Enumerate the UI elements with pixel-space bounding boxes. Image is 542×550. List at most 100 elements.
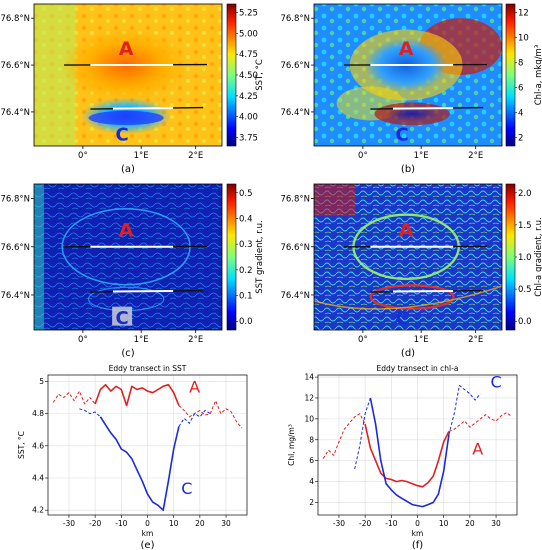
colorbar-label: Chl-a gradient, r.u. — [534, 217, 542, 296]
chl-gradient-hot-nw — [314, 184, 356, 217]
colorbar-tick-label: 0.4 — [239, 214, 253, 224]
colorbar-tick-label: 0.1 — [239, 292, 253, 302]
panel-label: (b) — [401, 164, 415, 175]
y-tick-label: 8 — [309, 435, 314, 444]
y-tick-label: 6 — [309, 456, 314, 465]
chl-gradient-ring-c — [369, 284, 455, 310]
colorbar — [505, 183, 516, 331]
colorbar-tick-label: 10 — [518, 34, 529, 44]
colorbar-tick-label: 1.0 — [518, 253, 532, 263]
colorbar — [505, 3, 516, 147]
eddy-label-c: C — [116, 124, 129, 145]
map-frame — [33, 183, 223, 331]
map-field — [34, 184, 222, 330]
colorbar-tick-label: 0.2 — [239, 266, 253, 276]
chart-title: Eddy transect in SST — [109, 364, 187, 373]
x-tick-label: -10 — [385, 519, 397, 528]
colorbar-tick-label: 12 — [518, 9, 529, 19]
series-annotation-c: C — [490, 373, 501, 392]
y-tick-label: 4 — [309, 477, 314, 486]
x-tick-label: 20 — [465, 519, 475, 528]
y-tick-label: 5 — [39, 377, 44, 386]
colorbar — [226, 183, 237, 331]
eddy-label-c: C — [396, 124, 409, 145]
map-panel-2: A C 76.8°N 76.6°N 76.4°N 0° 1°E 2°E 12 10 8 6 4 2 Chl-… — [280, 3, 542, 175]
series-line-extension-1 — [52, 390, 96, 405]
colorbar-tick-label: 0.3 — [239, 240, 253, 250]
colorbar-tick-label: 2.0 — [518, 189, 532, 199]
transect-c — [112, 290, 174, 293]
x-tick-label: 20 — [195, 519, 205, 528]
x-tick-label: -20 — [89, 519, 101, 528]
x-tick-label: 0 — [145, 519, 150, 528]
eddy-label-a: A — [119, 220, 134, 242]
panel-label: (a) — [121, 164, 135, 175]
x-tick-label: -30 — [333, 519, 345, 528]
series-annotation-a: A — [472, 439, 483, 458]
colorbar-tick-label: 4.50 — [239, 71, 258, 81]
series-annotation-a: A — [189, 378, 200, 397]
series-line-extension-1 — [322, 413, 366, 459]
colorbar-tick-label: 2 — [518, 133, 523, 143]
line-chart-2: -30 -20 -10 0 10 20 30 2 4 6 8 10 12 14 Eddy transect … — [287, 364, 518, 550]
colorbar-tick-label: 0.0 — [518, 317, 532, 327]
map-frame — [313, 3, 503, 147]
series-line-a — [94, 383, 180, 407]
sst-eddy-c-core — [88, 110, 164, 126]
colorbar-label: SST gradient, r.u. — [255, 220, 265, 293]
lon-tick-label: 1°E — [134, 335, 149, 345]
chart-title: Eddy transect in chl-a — [377, 364, 459, 373]
lat-tick-label: 76.4°N — [280, 291, 310, 301]
lon-tick-label: 2°E — [468, 335, 483, 345]
y-tick-label: 2 — [309, 498, 314, 507]
map-panel-3: A C 76.8°N 76.6°N 76.4°N 0° 1°E 2°E 0.5 0.4 0.3 0.2… — [0, 183, 265, 359]
series-annotation-c: C — [181, 479, 192, 498]
colorbar-tick-label: 6 — [518, 83, 523, 93]
series-line-extension-5 — [448, 384, 481, 435]
lon-tick-label: 0° — [78, 335, 88, 345]
y-tick-label: 4.8 — [32, 409, 44, 418]
lon-tick-label: 0° — [78, 151, 88, 161]
y-tick-label: 14 — [304, 373, 314, 382]
colorbar-tick-label: 3.75 — [239, 133, 258, 143]
colorbar — [226, 3, 237, 147]
chl-gradient-front — [314, 285, 502, 310]
transect-c — [112, 107, 174, 110]
lat-tick-label: 76.8°N — [280, 14, 310, 24]
lat-tick-label: 76.6°N — [0, 61, 30, 71]
y-tick-label: 4.4 — [32, 473, 44, 482]
colorbar-tick-label: 4 — [518, 108, 523, 118]
colorbar-label: SST, °C — [255, 59, 265, 91]
panel-label: (d) — [401, 348, 415, 359]
colorbar-tick-label: 1.5 — [518, 221, 532, 231]
series-group — [52, 383, 243, 512]
lat-tick-label: 76.6°N — [280, 61, 310, 71]
lon-tick-label: 2°E — [188, 335, 203, 345]
series-group — [322, 384, 513, 508]
transect-c — [392, 290, 454, 293]
series-line-extension-2 — [448, 412, 513, 432]
colorbar-tick-label: 0.5 — [239, 189, 253, 199]
eddy-label-c: C — [396, 308, 409, 329]
map-panel-4: A C 76.8°N 76.6°N 76.4°N 0° 1°E 2°E 2.0 1.5 1.0 0.5… — [280, 183, 542, 359]
eddy-label-a: A — [119, 38, 134, 60]
y-tick-label: 10 — [304, 414, 314, 423]
map-field — [314, 184, 502, 330]
map-panels: A C 76.8°N 76.6°N 76.4°N 0° 1°E 2°E 5.25 5.00 4.75… — [0, 3, 542, 359]
transect-c — [392, 107, 454, 110]
eddy-label-a: A — [399, 38, 414, 60]
x-tick-label: 30 — [491, 519, 501, 528]
x-tick-label: 10 — [439, 519, 449, 528]
map-frame — [33, 3, 223, 147]
lat-tick-label: 76.6°N — [280, 243, 310, 253]
y-tick-label: 4.6 — [32, 441, 44, 450]
lon-tick-label: 2°E — [188, 151, 203, 161]
x-tick-label: -30 — [63, 519, 75, 528]
colorbar-tick-label: 4.25 — [239, 92, 258, 102]
colorbar-tick-label: 0.5 — [518, 285, 532, 295]
panel-label: (e) — [141, 540, 155, 550]
lat-tick-label: 76.8°N — [0, 14, 30, 24]
x-axis-label: km — [142, 529, 154, 538]
